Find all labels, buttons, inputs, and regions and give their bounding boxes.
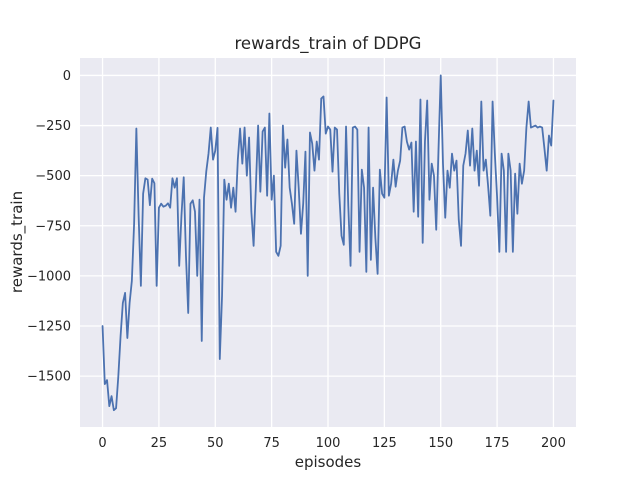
x-axis-label: episodes bbox=[295, 453, 362, 471]
x-tick-label: 0 bbox=[98, 436, 106, 451]
y-tick-label: −1500 bbox=[27, 370, 71, 385]
y-tick-label: −250 bbox=[35, 119, 71, 134]
y-tick-label: 0 bbox=[63, 69, 71, 84]
x-tick-label: 125 bbox=[372, 436, 397, 451]
y-axis-label: rewards_train bbox=[8, 191, 27, 293]
y-tick-label: −500 bbox=[35, 169, 71, 184]
x-tick-label: 100 bbox=[316, 436, 341, 451]
x-tick-label: 25 bbox=[151, 436, 168, 451]
x-tick-label: 75 bbox=[263, 436, 280, 451]
x-tick-label: 175 bbox=[485, 436, 510, 451]
y-tick-label: −1000 bbox=[27, 269, 71, 284]
y-tick-label: −750 bbox=[35, 219, 71, 234]
x-tick-label: 200 bbox=[541, 436, 566, 451]
chart-title: rewards_train of DDPG bbox=[235, 34, 422, 54]
y-tick-label: −1250 bbox=[27, 319, 71, 334]
series-line bbox=[101, 74, 555, 412]
x-tick-label: 50 bbox=[207, 436, 224, 451]
x-tick-label: 150 bbox=[428, 436, 453, 451]
